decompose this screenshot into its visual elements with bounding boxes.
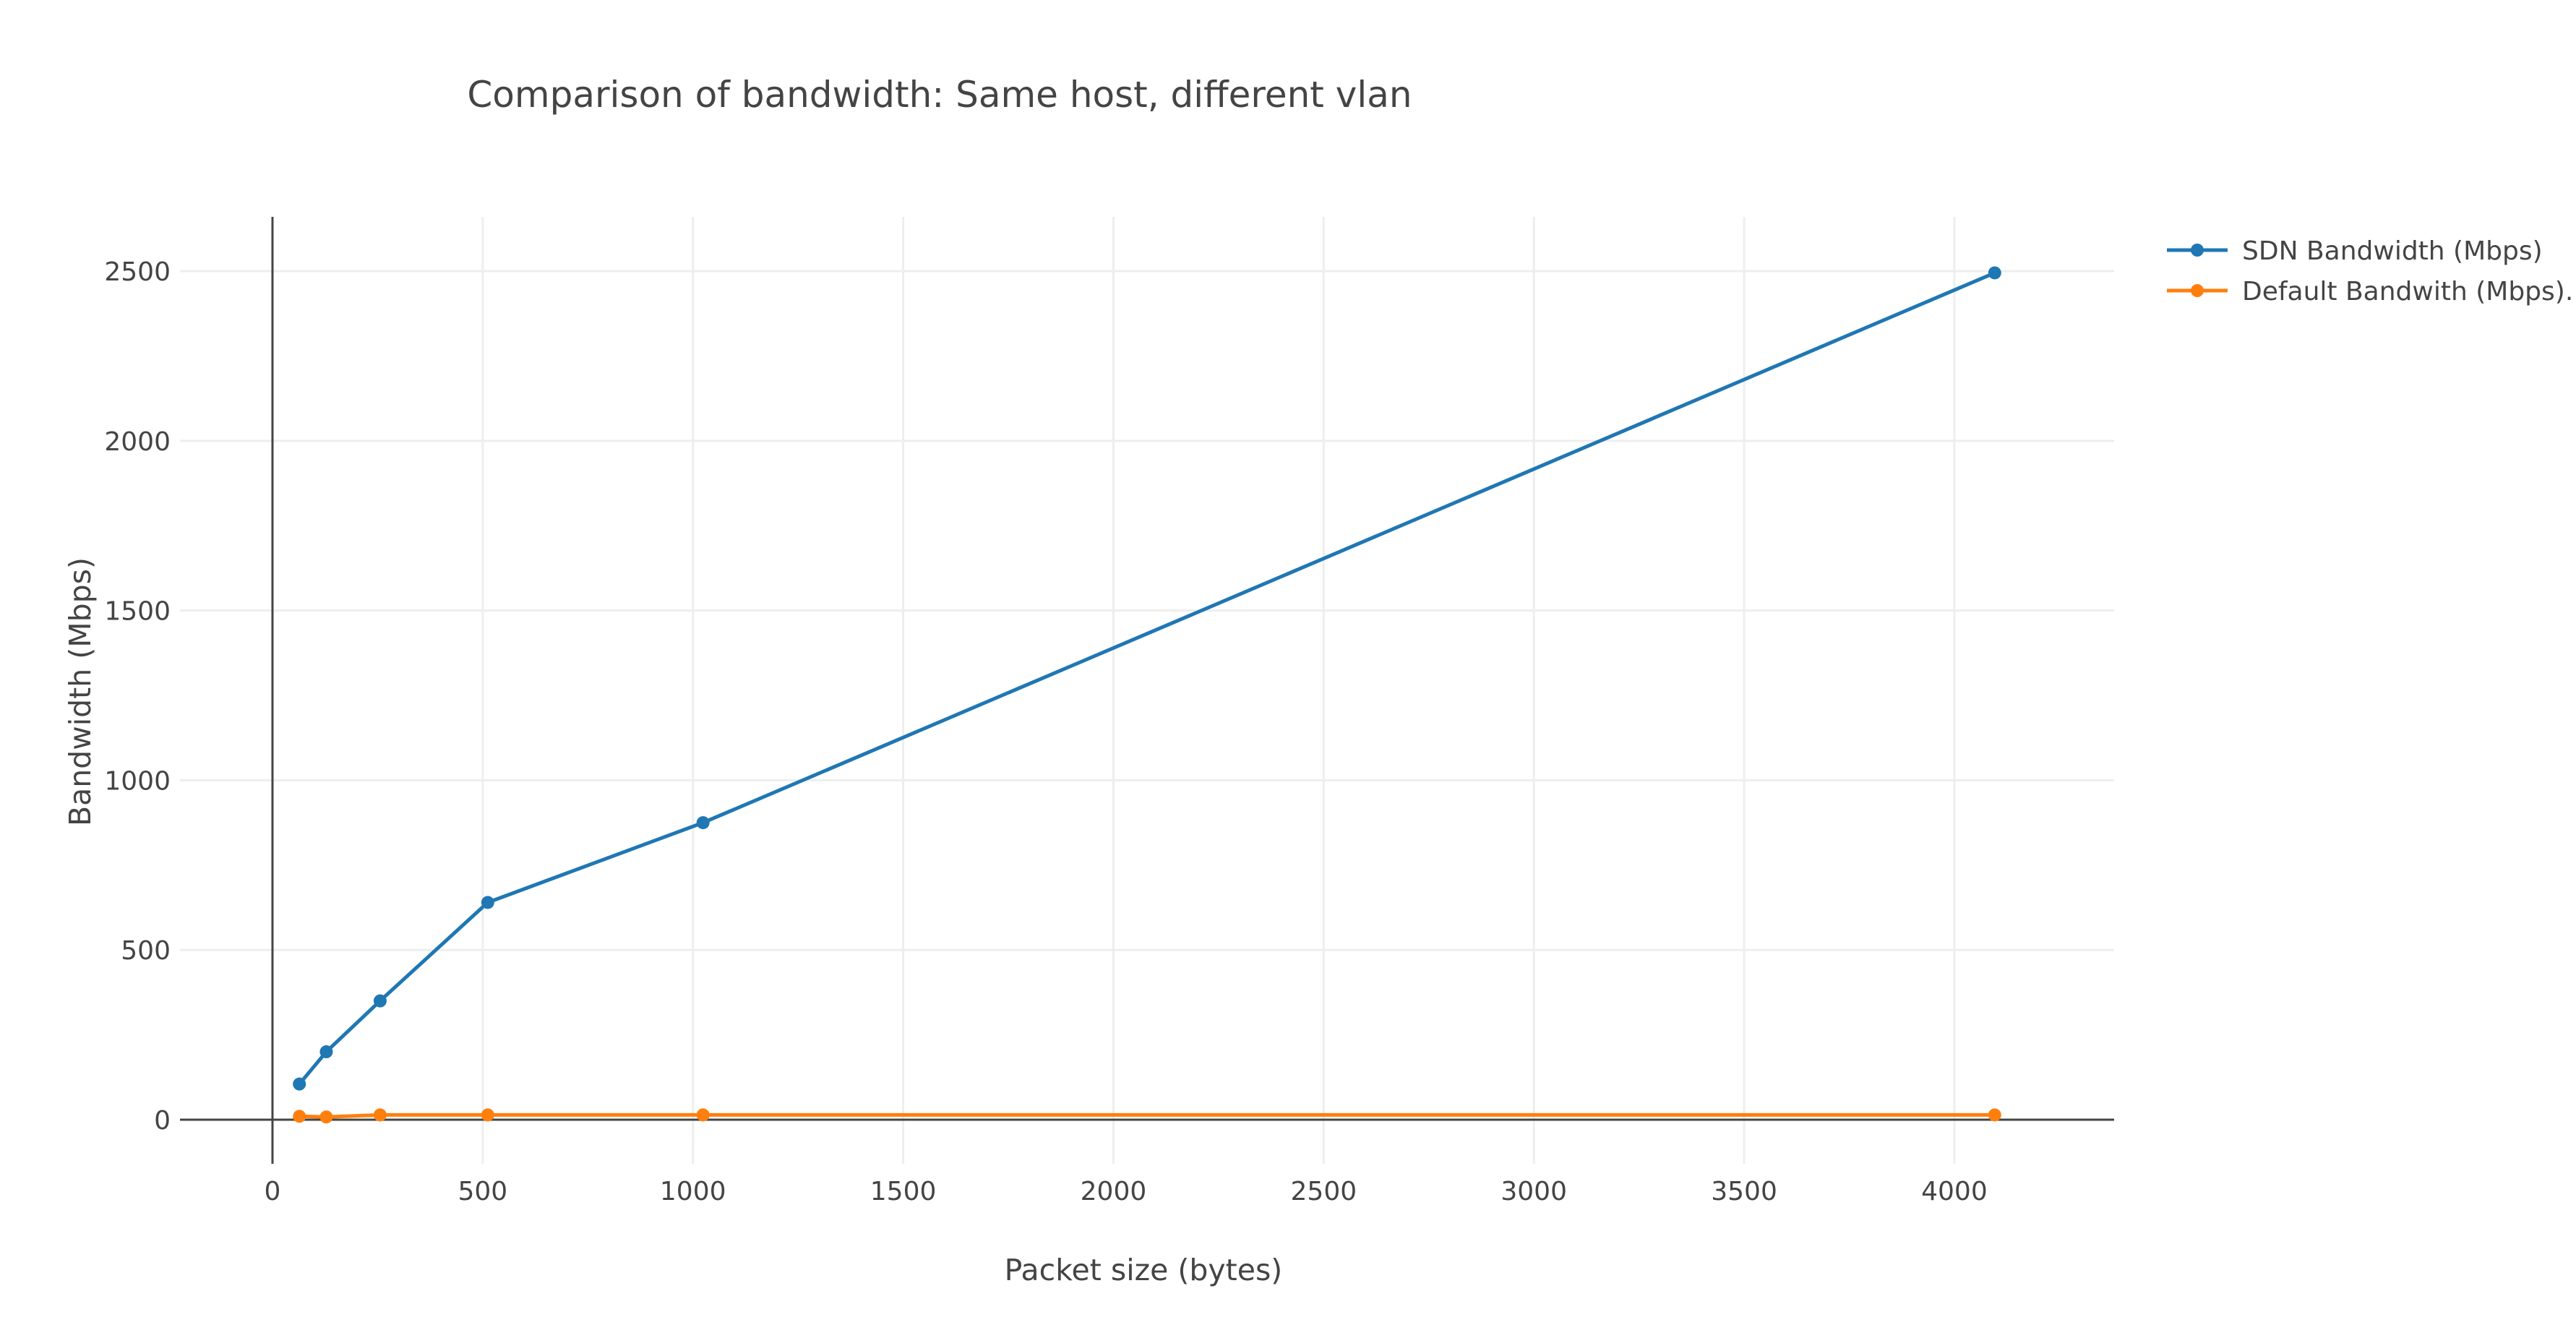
data-point [319, 1045, 333, 1059]
data-series [293, 266, 2001, 1124]
legend-swatch-marker [2191, 284, 2204, 297]
legend: SDN Bandwidth (Mbps) Default Bandwith (Mb… [2167, 236, 2573, 306]
x-tick-label: 4000 [1921, 1177, 1988, 1206]
x-tick-label: 1000 [660, 1177, 726, 1206]
data-point [319, 1110, 333, 1124]
y-tick-label: 500 [121, 936, 171, 966]
y-tick-label: 2000 [104, 427, 171, 457]
series-line [297, 1112, 1997, 1119]
series-line [297, 271, 1997, 1086]
data-point [293, 1110, 306, 1123]
y-tick-label: 2500 [104, 257, 171, 287]
data-point [696, 1108, 710, 1122]
y-tick-label: 0 [154, 1106, 171, 1136]
legend-label: SDN Bandwidth (Mbps) [2242, 236, 2543, 266]
legend-swatch-marker [2191, 244, 2204, 257]
chart-title: Comparison of bandwidth: Same host, diff… [467, 74, 1412, 116]
gridlines [180, 217, 2114, 1164]
series-1 [293, 266, 2001, 1091]
legend-item: SDN Bandwidth (Mbps) [2167, 236, 2543, 266]
x-tick-label: 1500 [870, 1177, 937, 1206]
x-tick-label: 2500 [1291, 1177, 1357, 1206]
axes: 0 500 1000 1500 2000 2500 3000 3500 4000 0 500 1000… [104, 217, 2114, 1206]
data-point [481, 896, 494, 909]
legend-item: Default Bandwith (Mbps). [2167, 277, 2573, 306]
x-tick-label: 3000 [1500, 1177, 1567, 1206]
series-2 [293, 1108, 2001, 1124]
data-point [373, 1108, 387, 1122]
x-tick-label: 3500 [1711, 1177, 1777, 1206]
x-axis-title: Packet size (bytes) [1005, 1253, 1283, 1287]
data-point [481, 1108, 494, 1122]
y-axis-title: Bandwidth (Mbps) [63, 557, 98, 826]
data-point [696, 816, 710, 830]
data-point [1988, 1108, 2001, 1122]
x-tick-label: 2000 [1081, 1177, 1147, 1206]
data-point [1988, 266, 2001, 280]
data-point [373, 994, 387, 1008]
legend-label: Default Bandwith (Mbps). [2242, 277, 2573, 306]
y-tick-label: 1500 [104, 597, 171, 627]
x-tick-label: 500 [458, 1177, 507, 1206]
x-tick-label: 0 [265, 1177, 281, 1206]
data-point [293, 1077, 306, 1091]
y-tick-label: 1000 [104, 766, 171, 796]
